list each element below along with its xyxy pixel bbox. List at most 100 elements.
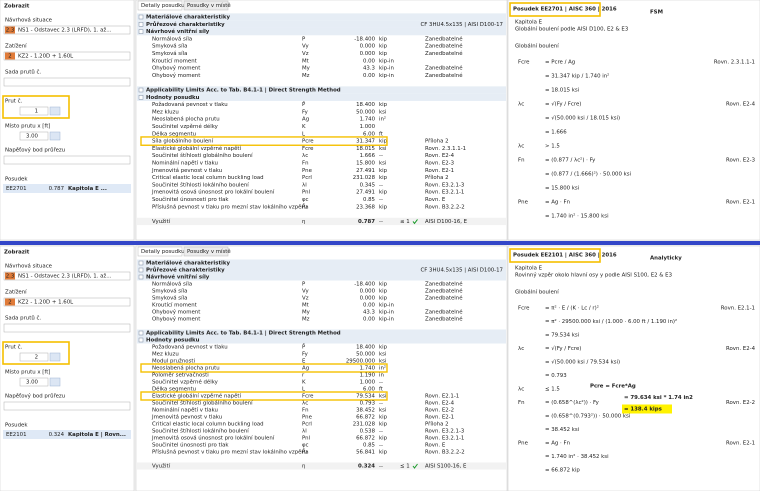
- row-value: 231.028: [353, 175, 376, 181]
- row-symbol: λl: [302, 429, 307, 435]
- row-symbol: φc: [302, 197, 309, 203]
- spinner-button: [49, 377, 61, 387]
- check-id[interactable]: EE2101: [6, 432, 27, 438]
- check-row: [3, 184, 131, 193]
- row-symbol: P: [302, 36, 306, 42]
- highlight-box: [2, 95, 70, 119]
- combo-value[interactable]: KZ2 - 1.20D + 1.60L: [18, 54, 73, 60]
- row-label: Mez kluzu: [152, 109, 179, 115]
- formula-text: = 0.793: [545, 373, 567, 379]
- row-label: Modul pružnosti: [152, 358, 195, 365]
- expand-icon: [138, 29, 144, 34]
- tab-label[interactable]: Detaily posudku: [141, 3, 185, 9]
- formula-symbol: λc: [518, 387, 524, 393]
- row-symbol: Mt: [302, 303, 309, 309]
- highlight-box: [140, 136, 388, 146]
- formula-text: = 1.740 in² · 38.452 ksi: [545, 453, 609, 460]
- row-value: 66.872: [356, 436, 375, 442]
- row-label: Critical elastic local column buckling l…: [152, 422, 264, 428]
- row-unit: in²: [379, 116, 386, 123]
- combo-value[interactable]: NS1 - Odstavec 2.3 (LRFD), 1. až...: [18, 27, 112, 34]
- row-unit: in²: [379, 365, 386, 372]
- row-symbol: Mz: [302, 73, 310, 79]
- combo-box: [3, 401, 131, 411]
- row-value: 29500.000: [346, 359, 376, 365]
- table-area: [135, 245, 508, 491]
- spinner: [19, 106, 49, 116]
- row-symbol: P̄a: [302, 203, 309, 210]
- row-value: 0.85: [363, 443, 375, 449]
- row-symbol: Pne: [302, 168, 313, 174]
- tab: [183, 0, 229, 11]
- group-row: [137, 336, 506, 344]
- row-value: 0.538: [360, 429, 376, 435]
- row-symbol: Mt: [302, 58, 309, 64]
- show-link[interactable]: Zobrazit: [4, 4, 30, 10]
- formula-text: = 15.800 ksi: [545, 186, 579, 192]
- formula-text: = 66.872 kip: [545, 468, 580, 474]
- formula-text: = 31.347 kip / 1.740 in²: [545, 73, 609, 80]
- formula-reference: Rovn. E2-4: [726, 102, 756, 108]
- row-symbol: Ag: [302, 117, 309, 123]
- row-symbol: Pcre: [302, 139, 314, 145]
- note-line: = 79.634 ksi * 1.74 in2: [624, 395, 693, 401]
- spinner-value[interactable]: 1: [35, 109, 38, 115]
- row-symbol: Vy: [302, 44, 310, 50]
- spinner: [19, 352, 49, 362]
- highlight-box: [509, 248, 601, 263]
- spinner-value[interactable]: 3.00: [26, 134, 39, 140]
- formula-text: = Ag · Fn: [545, 200, 570, 206]
- row-symbol: λl: [302, 182, 307, 188]
- row-value: 1.740: [360, 117, 376, 123]
- row-value: 18.015: [356, 146, 375, 152]
- row-value: 0.85: [363, 197, 375, 203]
- formula-reference: Rovn. E2-1: [726, 200, 755, 206]
- field-label: Zatížení: [5, 289, 27, 296]
- formula-text: = π² · E / (K · Lc / r)²: [545, 305, 599, 312]
- row-symbol: K: [302, 124, 306, 130]
- check-icon: [412, 463, 418, 469]
- combo-value[interactable]: KZ2 - 1.20D + 1.60L: [18, 300, 73, 306]
- row-unit: in: [379, 373, 384, 379]
- formula-text: = 18.015 ksi: [545, 88, 579, 94]
- tab: [137, 246, 183, 257]
- tab-label[interactable]: Posudky v místě: [187, 2, 231, 9]
- section-name: CF 3HU4.5x135 | AISI D100-17: [420, 22, 503, 28]
- row-symbol: My: [302, 66, 311, 72]
- row-unit: --: [379, 182, 383, 188]
- expand-icon: [138, 267, 144, 273]
- limits-title: Applicability Limits Acc. to Tab. B4.1-1…: [146, 331, 341, 337]
- row-note: Zanedbatelné: [425, 65, 463, 72]
- report-subtitle: Globální boulení podle AISI D100, E2 & E…: [515, 26, 628, 33]
- row-value: 0.793: [360, 401, 375, 407]
- field-label: Prut č.: [5, 98, 23, 105]
- badge-text: 2: [8, 54, 11, 60]
- check-ratio: 0.787: [49, 186, 64, 192]
- row-unit: ksi: [379, 109, 386, 115]
- combo-value[interactable]: NS1 - Odstavec 2.3 (LRFD), 1. až...: [18, 273, 112, 280]
- row-value: 66.872: [356, 415, 375, 421]
- group-row: [137, 273, 506, 281]
- tab-label[interactable]: Posudky v místě: [187, 248, 231, 255]
- row-value: 23.368: [356, 204, 375, 210]
- show-link[interactable]: Zobrazit: [4, 250, 30, 256]
- row-value: 27.491: [356, 190, 375, 196]
- row-note: Zanedbatelné: [425, 309, 463, 316]
- formula-text: > 1.5: [545, 144, 560, 150]
- row-symbol: Fy: [302, 352, 309, 358]
- spinner-value[interactable]: 2: [35, 355, 38, 361]
- formula-text: = (0.877 / (1.666)²) · 50.000 ksi: [545, 171, 631, 178]
- sidebar: [0, 0, 135, 241]
- row-unit: kip: [379, 436, 388, 442]
- row-unit: ksi: [379, 146, 386, 152]
- row-unit: kip: [379, 204, 388, 210]
- annotation: FSM: [650, 10, 663, 16]
- spinner-value[interactable]: 3.00: [26, 380, 39, 386]
- row-value: 0.00: [363, 73, 376, 79]
- report-area: [507, 0, 760, 241]
- formula-symbol: Pne: [518, 200, 529, 206]
- tab-label[interactable]: Detaily posudku: [141, 249, 185, 255]
- row-value: 0.00: [363, 317, 376, 323]
- row-unit: --: [379, 443, 383, 449]
- check-id[interactable]: EE2701: [6, 186, 27, 192]
